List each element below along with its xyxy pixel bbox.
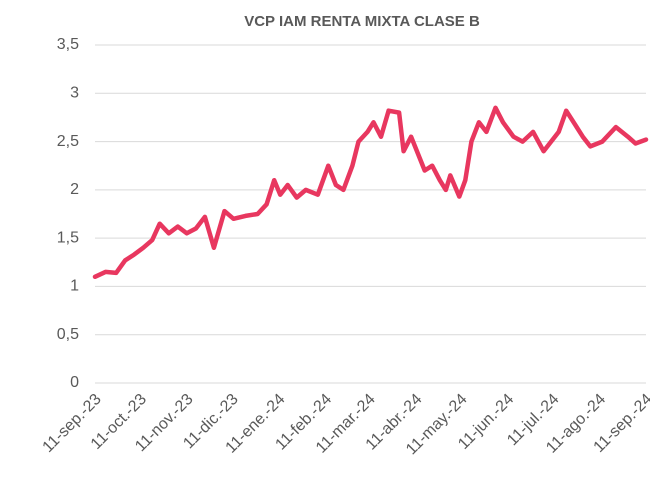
y-tick-label: 1 bbox=[70, 278, 79, 295]
chart-title: VCP IAM RENTA MIXTA CLASE B bbox=[244, 13, 480, 30]
y-tick-label: 0,5 bbox=[57, 326, 79, 343]
y-tick-label: 2 bbox=[70, 181, 79, 198]
y-tick-label: 3 bbox=[70, 85, 79, 102]
data-line bbox=[92, 105, 649, 280]
y-tick-label: 0 bbox=[70, 374, 79, 391]
y-tick-label: 3,5 bbox=[57, 36, 79, 53]
y-tick-label: 1,5 bbox=[57, 229, 79, 246]
y-tick-label: 2,5 bbox=[57, 133, 79, 150]
